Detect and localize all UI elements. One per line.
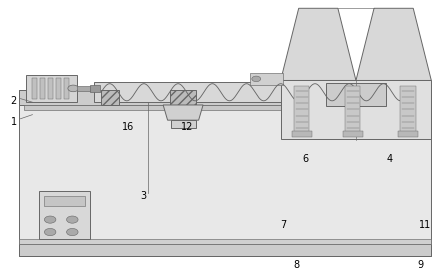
Bar (95, 82, 413, 102)
Polygon shape (163, 105, 203, 120)
Circle shape (45, 216, 56, 223)
Text: 3: 3 (140, 191, 146, 201)
Bar (19, 239, 431, 244)
Bar (33, 78, 37, 99)
Text: 4: 4 (386, 154, 392, 164)
Bar (19, 90, 431, 256)
Bar (170, 90, 196, 105)
Circle shape (68, 85, 78, 92)
Bar (19, 90, 431, 105)
Bar (326, 83, 385, 105)
Bar (77, 86, 97, 91)
Text: 8: 8 (293, 260, 299, 270)
Circle shape (252, 76, 260, 82)
Text: 1: 1 (11, 117, 17, 127)
Bar (398, 131, 418, 137)
Bar (411, 82, 422, 102)
Bar (56, 78, 61, 99)
Bar (24, 105, 427, 110)
Text: 6: 6 (302, 154, 308, 164)
Circle shape (66, 229, 78, 236)
Text: 12: 12 (182, 122, 194, 132)
Text: 2: 2 (11, 96, 17, 106)
Bar (171, 120, 195, 128)
Bar (48, 78, 53, 99)
Bar (294, 86, 310, 133)
Bar (250, 73, 283, 85)
Bar (19, 244, 431, 256)
Circle shape (66, 216, 78, 223)
Bar (343, 131, 363, 137)
Text: 16: 16 (122, 122, 134, 132)
Text: 11: 11 (418, 220, 431, 230)
Bar (314, 83, 398, 140)
Bar (292, 131, 312, 137)
Bar (26, 74, 77, 102)
Bar (281, 80, 431, 140)
Bar (64, 78, 69, 99)
Polygon shape (281, 8, 356, 80)
Bar (345, 86, 360, 133)
Bar (41, 78, 45, 99)
Bar (401, 86, 416, 133)
Bar (90, 85, 100, 92)
Bar (39, 191, 90, 239)
Bar (45, 196, 85, 206)
Text: 7: 7 (280, 220, 286, 230)
Bar (101, 90, 119, 105)
Polygon shape (356, 8, 431, 80)
Circle shape (45, 229, 56, 236)
Text: 9: 9 (417, 260, 423, 270)
